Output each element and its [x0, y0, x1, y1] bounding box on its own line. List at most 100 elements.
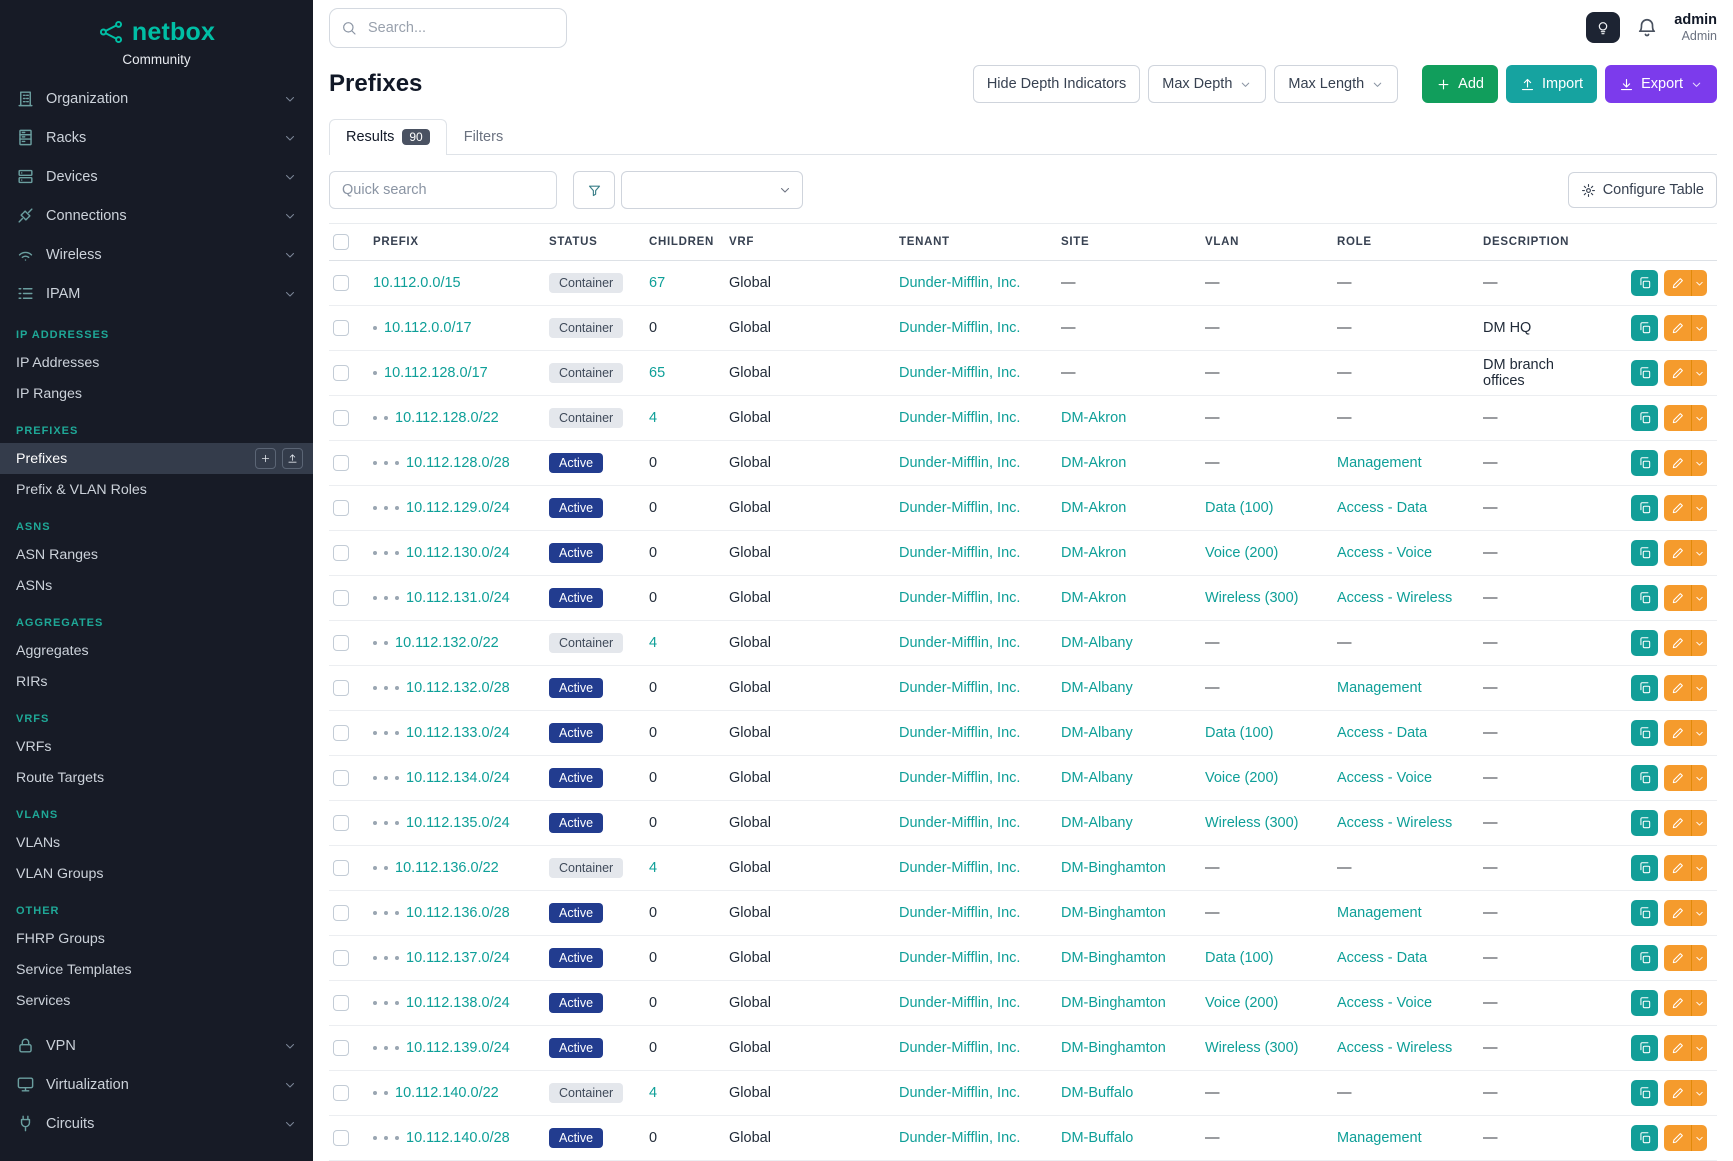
column-header-site[interactable]: SITE — [1061, 223, 1205, 261]
row-checkbox[interactable] — [333, 1040, 349, 1057]
sidebar-item-aggregates[interactable]: Aggregates — [16, 642, 89, 659]
site-link[interactable]: DM-Buffalo — [1061, 1130, 1134, 1146]
sidebar-item-vlan-groups[interactable]: VLAN Groups — [16, 865, 104, 882]
prefix-link[interactable]: 10.112.132.0/22 — [395, 635, 499, 651]
sidebar-prefixes-add-button[interactable] — [255, 448, 276, 469]
column-header-role[interactable]: ROLE — [1337, 223, 1483, 261]
role-link[interactable]: Access - Data — [1337, 950, 1428, 966]
row-checkbox[interactable] — [333, 860, 349, 877]
column-header-vrf[interactable]: VRF — [729, 223, 899, 261]
prefix-link[interactable]: 10.112.0.0/15 — [373, 275, 461, 291]
tenant-link[interactable]: Dunder-Mifflin, Inc. — [899, 500, 1021, 516]
edit-dropdown-button[interactable] — [1691, 585, 1707, 611]
sidebar-item-asns[interactable]: ASNs — [16, 577, 53, 594]
edit-button[interactable] — [1664, 585, 1691, 611]
clone-button[interactable] — [1631, 1080, 1658, 1106]
sidebar-prefixes-import-button[interactable] — [282, 448, 303, 469]
edit-dropdown-button[interactable] — [1691, 1035, 1707, 1061]
clone-button[interactable] — [1631, 720, 1658, 746]
sidebar-item-prefix-vlan-roles[interactable]: Prefix & VLAN Roles — [16, 481, 147, 498]
prefix-link[interactable]: 10.112.136.0/28 — [406, 905, 510, 921]
prefix-link[interactable]: 10.112.140.0/28 — [406, 1130, 510, 1146]
notifications-button[interactable] — [1636, 17, 1658, 39]
children-link[interactable]: 4 — [649, 860, 658, 876]
clone-button[interactable] — [1631, 945, 1658, 971]
children-link[interactable]: 4 — [649, 410, 658, 426]
role-link[interactable]: Access - Voice — [1337, 995, 1433, 1011]
row-checkbox[interactable] — [333, 905, 349, 922]
role-link[interactable]: Management — [1337, 1130, 1422, 1146]
role-link[interactable]: Access - Wireless — [1337, 1040, 1453, 1056]
vlan-link[interactable]: Wireless (300) — [1205, 1040, 1299, 1056]
clone-button[interactable] — [1631, 855, 1658, 881]
prefix-link[interactable]: 10.112.131.0/24 — [406, 590, 510, 606]
edit-button[interactable] — [1664, 315, 1691, 341]
role-link[interactable]: Access - Wireless — [1337, 590, 1453, 606]
select-all-checkbox[interactable] — [333, 234, 349, 250]
edit-dropdown-button[interactable] — [1691, 855, 1707, 881]
role-link[interactable]: Management — [1337, 680, 1422, 696]
brand[interactable]: netbox Community — [0, 14, 313, 67]
tenant-link[interactable]: Dunder-Mifflin, Inc. — [899, 905, 1021, 921]
tenant-link[interactable]: Dunder-Mifflin, Inc. — [899, 590, 1021, 606]
clone-button[interactable] — [1631, 810, 1658, 836]
site-link[interactable]: DM-Albany — [1061, 770, 1133, 786]
edit-button[interactable] — [1664, 540, 1691, 566]
sidebar-item-racks[interactable]: Racks — [0, 118, 313, 157]
prefix-link[interactable]: 10.112.129.0/24 — [406, 500, 510, 516]
tenant-link[interactable]: Dunder-Mifflin, Inc. — [899, 995, 1021, 1011]
edit-button[interactable] — [1664, 810, 1691, 836]
tab-results[interactable]: Results 90 — [329, 119, 447, 155]
edit-button[interactable] — [1664, 495, 1691, 521]
vlan-link[interactable]: Data (100) — [1205, 500, 1274, 516]
prefix-link[interactable]: 10.112.140.0/22 — [395, 1085, 499, 1101]
edit-button[interactable] — [1664, 990, 1691, 1016]
sidebar-item-ipam[interactable]: IPAM — [0, 274, 313, 313]
row-checkbox[interactable] — [333, 590, 349, 607]
edit-dropdown-button[interactable] — [1691, 720, 1707, 746]
children-link[interactable]: 67 — [649, 275, 666, 291]
clone-button[interactable] — [1631, 315, 1658, 341]
clone-button[interactable] — [1631, 450, 1658, 476]
site-link[interactable]: DM-Akron — [1061, 410, 1127, 426]
edit-dropdown-button[interactable] — [1691, 810, 1707, 836]
sidebar-item-rirs[interactable]: RIRs — [16, 673, 48, 690]
global-search-input[interactable] — [329, 7, 567, 48]
edit-button[interactable] — [1664, 765, 1691, 791]
prefix-link[interactable]: 10.112.132.0/28 — [406, 680, 510, 696]
edit-dropdown-button[interactable] — [1691, 900, 1707, 926]
clone-button[interactable] — [1631, 900, 1658, 926]
sidebar-item-organization[interactable]: Organization — [0, 79, 313, 118]
row-checkbox[interactable] — [333, 950, 349, 967]
clone-button[interactable] — [1631, 540, 1658, 566]
row-checkbox[interactable] — [333, 500, 349, 517]
site-link[interactable]: DM-Binghamton — [1061, 860, 1166, 876]
site-link[interactable]: DM-Binghamton — [1061, 995, 1166, 1011]
edit-dropdown-button[interactable] — [1691, 675, 1707, 701]
prefix-link[interactable]: 10.112.134.0/24 — [406, 770, 510, 786]
site-link[interactable]: DM-Binghamton — [1061, 1040, 1166, 1056]
sidebar-item-virtualization[interactable]: Virtualization — [0, 1065, 313, 1104]
edit-dropdown-button[interactable] — [1691, 1080, 1707, 1106]
saved-filter-select[interactable] — [621, 171, 803, 209]
vlan-link[interactable]: Voice (200) — [1205, 545, 1279, 561]
role-link[interactable]: Management — [1337, 455, 1422, 471]
max-depth-dropdown[interactable]: Max Depth — [1148, 65, 1267, 103]
tenant-link[interactable]: Dunder-Mifflin, Inc. — [899, 635, 1021, 651]
tenant-link[interactable]: Dunder-Mifflin, Inc. — [899, 770, 1021, 786]
row-checkbox[interactable] — [333, 635, 349, 652]
prefix-link[interactable]: 10.112.133.0/24 — [406, 725, 510, 741]
clone-button[interactable] — [1631, 1035, 1658, 1061]
tenant-link[interactable]: Dunder-Mifflin, Inc. — [899, 815, 1021, 831]
prefix-link[interactable]: 10.112.128.0/28 — [406, 455, 510, 471]
quick-search-input[interactable] — [329, 171, 557, 209]
children-link[interactable]: 65 — [649, 365, 666, 381]
row-checkbox[interactable] — [333, 995, 349, 1012]
tenant-link[interactable]: Dunder-Mifflin, Inc. — [899, 950, 1021, 966]
row-checkbox[interactable] — [333, 770, 349, 787]
sidebar-item-wireless[interactable]: Wireless — [0, 235, 313, 274]
clone-button[interactable] — [1631, 360, 1658, 386]
site-link[interactable]: DM-Binghamton — [1061, 950, 1166, 966]
sidebar-item-devices[interactable]: Devices — [0, 157, 313, 196]
site-link[interactable]: DM-Binghamton — [1061, 905, 1166, 921]
